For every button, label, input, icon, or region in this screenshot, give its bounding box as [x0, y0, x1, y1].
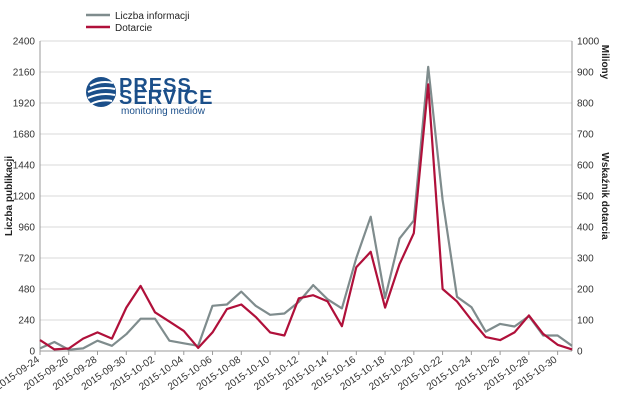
x-ticks: 2015-09-242015-09-262015-09-282015-09-30…	[0, 351, 560, 393]
y-tick-label-right: 200	[577, 285, 594, 296]
y-tick-label-left: 960	[18, 223, 35, 234]
y-tick-label-right: 800	[577, 99, 594, 110]
logo-text-press: PRESS	[119, 75, 192, 97]
press-service-logo: PRESS SERVICE monitoring mediów	[86, 75, 213, 117]
y-axis-right-title: Wskaźnik dotarcia	[599, 152, 610, 240]
series-lines	[39, 65, 573, 351]
y-tick-label-left: 1680	[13, 130, 36, 141]
y-tick-label-right: 400	[577, 223, 594, 234]
y-tick-label-right: 100	[577, 316, 594, 327]
y-tick-label-left: 1440	[13, 161, 36, 172]
globe-stripes-icon	[86, 77, 116, 107]
y-tick-label-right: 600	[577, 161, 594, 172]
y-tick-label-right: 500	[577, 192, 594, 203]
grid-lines	[40, 40, 572, 352]
y-tick-label-right: 1000	[577, 37, 600, 48]
y-ticks-left: 0 240 480 720 960 1200 1440 1680 1920 2160 2400	[13, 37, 36, 358]
y-tick-label-right: 0	[577, 347, 583, 358]
y-tick-label-right: 700	[577, 130, 594, 141]
y-tick-label-right: 300	[577, 254, 594, 265]
y-tick-label-right: 900	[577, 68, 594, 79]
y-axis-left-title: Liczba publikacji	[4, 156, 15, 236]
y-tick-label-left: 720	[18, 254, 35, 265]
series-line-liczba-informacji	[39, 65, 573, 351]
legend-label-dotarcie: Dotarcie	[115, 23, 153, 34]
y-tick-label-left: 2160	[13, 68, 36, 79]
y-axis-right-unit: Miliony	[599, 45, 610, 80]
series-line-dotarcie	[39, 83, 573, 351]
y-tick-label-left: 2400	[13, 37, 36, 48]
y-ticks-right: 0 100 200 300 400 500 600 700 800 900 1000	[577, 37, 600, 358]
legend-label-liczba-informacji: Liczba informacji	[115, 11, 189, 22]
y-tick-label-left: 480	[18, 285, 35, 296]
y-tick-label-left: 1200	[13, 192, 36, 203]
legend: Liczba informacji Dotarcie	[86, 11, 189, 34]
y-tick-label-left: 240	[18, 316, 35, 327]
logo-text-service: SERVICE	[119, 87, 213, 109]
y-tick-label-left: 1920	[13, 99, 36, 110]
logo-tagline: monitoring mediów	[121, 106, 206, 117]
axes	[39, 41, 573, 352]
y-tick-label-left: 0	[29, 347, 35, 358]
